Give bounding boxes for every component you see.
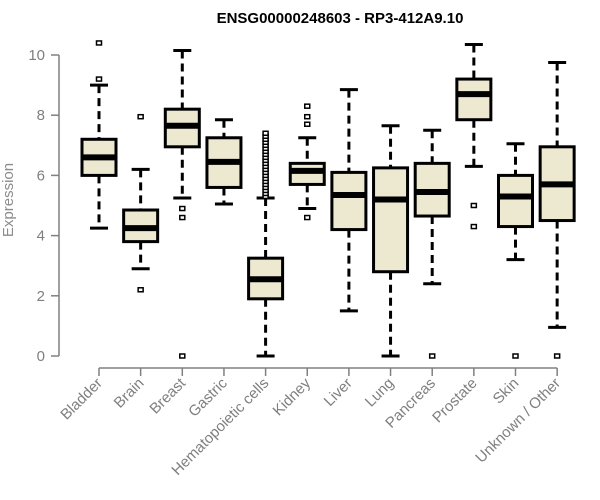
- outlier-point: [304, 113, 311, 120]
- box-breast: [163, 48, 201, 359]
- outlier-point: [179, 353, 186, 359]
- iqr-box: [372, 166, 410, 274]
- y-tick-label: 6: [37, 167, 45, 184]
- outlier-point: [470, 202, 478, 209]
- box-lung: [372, 124, 410, 358]
- iqr-box: [330, 170, 368, 232]
- x-tick-label: Bladder: [57, 375, 106, 424]
- outlier-point: [553, 353, 561, 359]
- chart-title: ENSG00000248603 - RP3-412A9.10: [217, 10, 464, 27]
- x-tick-label: Breast: [146, 374, 189, 417]
- box-liver: [330, 88, 368, 313]
- y-axis: 0 2 4 6 8 10: [28, 47, 60, 365]
- y-axis-title: Expression: [0, 163, 17, 237]
- box-gastric: [205, 118, 243, 206]
- box-bladder: [80, 40, 118, 230]
- outlier-point: [470, 223, 478, 230]
- box-prostate: [455, 42, 493, 230]
- iqr-box: [497, 173, 534, 229]
- y-tick-label: 0: [37, 348, 45, 365]
- outlier-point: [512, 353, 519, 359]
- box-hematopoietic-cells: [247, 130, 285, 358]
- outlier-point: [304, 214, 311, 221]
- outlier-point: [137, 287, 144, 293]
- outlier-point: [137, 113, 144, 120]
- x-tick-label: Lung: [362, 375, 398, 411]
- outlier-point: [179, 205, 186, 212]
- y-tick-label: 10: [28, 47, 45, 64]
- outlier-point: [179, 214, 186, 221]
- box-brain: [122, 113, 160, 293]
- x-tick-label: Skin: [490, 375, 523, 408]
- box-skin: [497, 142, 534, 359]
- x-tick-label: Liver: [321, 375, 356, 410]
- box-unknown-other: [538, 61, 576, 359]
- boxes-group: [80, 40, 576, 359]
- outlier-point: [304, 121, 311, 127]
- y-tick-label: 4: [37, 228, 45, 245]
- x-tick-label: Prostate: [429, 375, 481, 427]
- box-kidney: [288, 103, 326, 221]
- iqr-box: [288, 161, 326, 186]
- y-tick-label: 2: [37, 288, 45, 305]
- outlier-point: [304, 103, 311, 109]
- box-pancreas: [413, 128, 451, 359]
- y-tick-label: 8: [37, 107, 45, 124]
- x-tick-label: Kidney: [270, 374, 315, 419]
- outlier-point: [95, 76, 103, 82]
- outlier-point: [95, 40, 103, 46]
- outlier-point: [428, 353, 436, 359]
- outlier-point: [262, 130, 269, 137]
- iqr-box: [455, 77, 493, 122]
- x-tick-label: Brain: [111, 375, 148, 412]
